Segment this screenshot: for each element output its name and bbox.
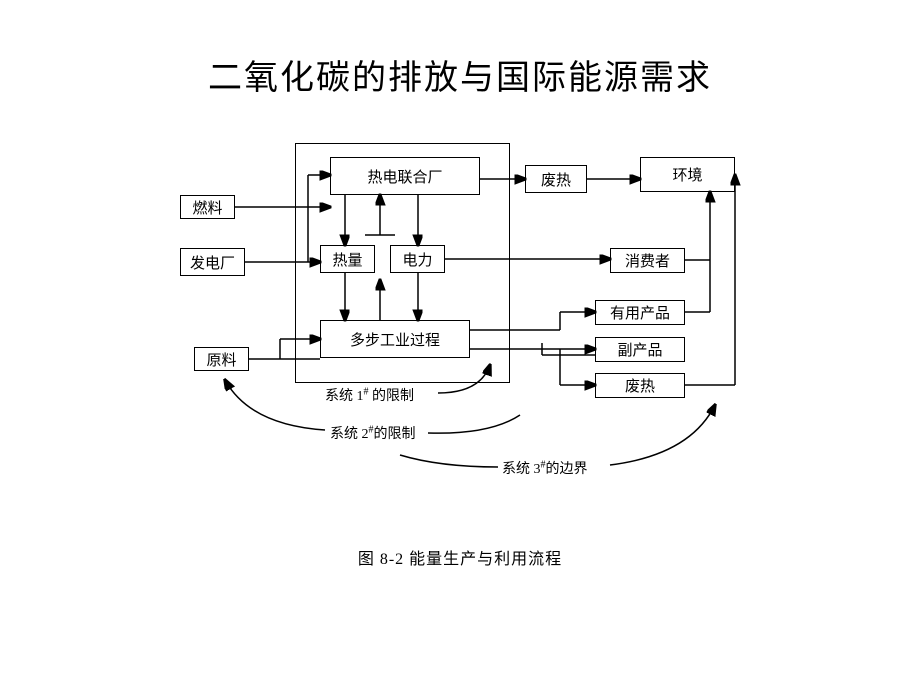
node-waste-heat-1: 废热 [525, 165, 587, 193]
node-electricity: 电力 [390, 245, 445, 273]
node-useful-product: 有用产品 [595, 300, 685, 325]
node-multistep: 多步工业过程 [320, 320, 470, 358]
node-fuel: 燃料 [180, 195, 235, 219]
label-system2-limit: 系统 2#的限制 [330, 423, 416, 443]
node-environment: 环境 [640, 157, 735, 192]
page-title: 二氧化碳的排放与国际能源需求 [0, 50, 920, 99]
node-byproduct: 副产品 [595, 337, 685, 362]
node-chp: 热电联合厂 [330, 157, 480, 195]
label-system3-boundary: 系统 3#的边界 [502, 458, 588, 478]
node-raw-material: 原料 [194, 347, 249, 371]
flow-diagram: 燃料 发电厂 原料 热电联合厂 热量 电力 多步工业过程 废热 环境 消费者 有… [180, 135, 770, 555]
node-heat: 热量 [320, 245, 375, 273]
figure-caption: 图 8-2 能量生产与利用流程 [0, 545, 920, 569]
node-waste-heat-2: 废热 [595, 373, 685, 398]
label-system1-limit: 系统 1# 的限制 [325, 385, 414, 405]
node-consumer: 消费者 [610, 248, 685, 273]
node-power-plant: 发电厂 [180, 248, 245, 276]
